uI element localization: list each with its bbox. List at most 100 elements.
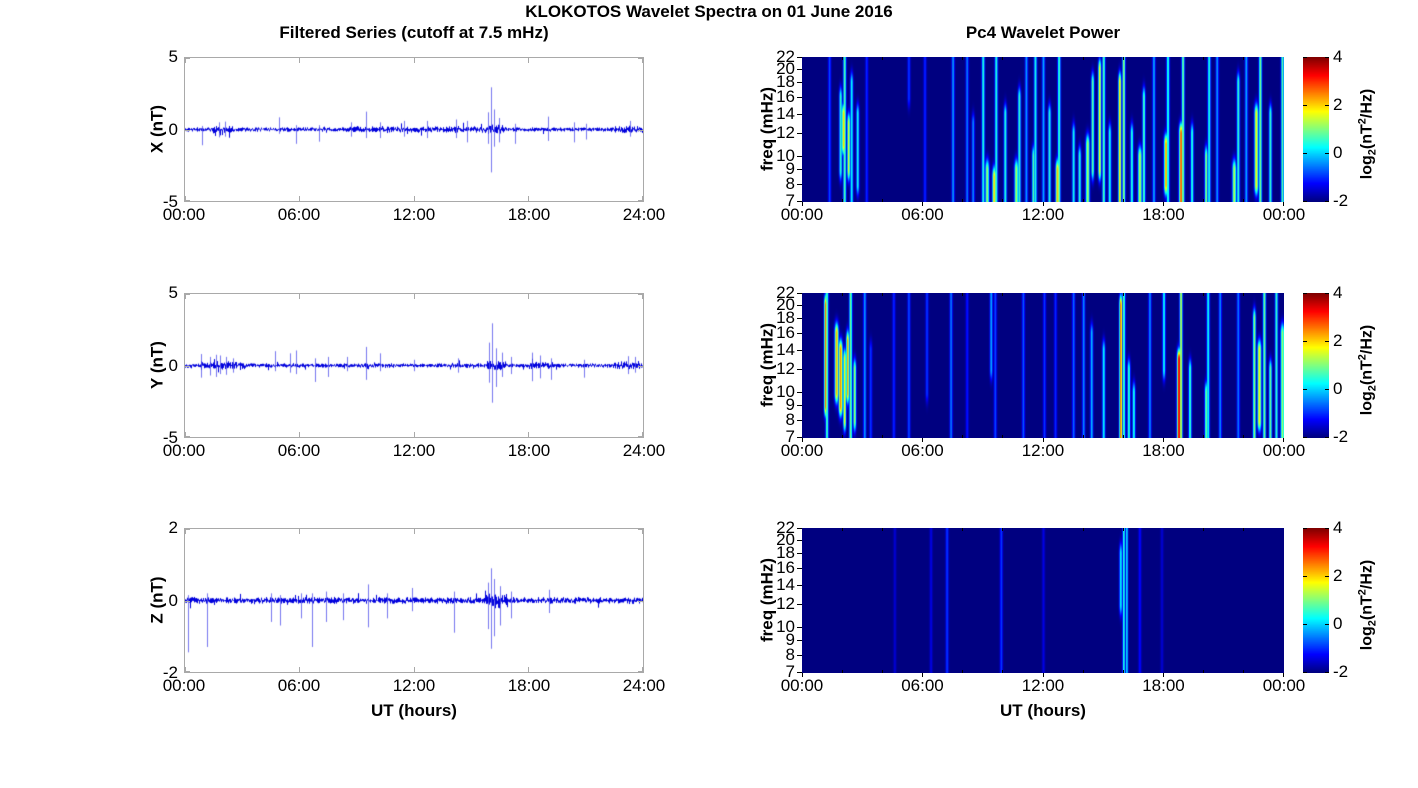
colorbar-tick-label: 0: [1333, 614, 1343, 633]
xtick-label: 06:00: [901, 205, 944, 224]
tick-mark: [797, 405, 802, 406]
tick-mark: [1203, 57, 1204, 60]
tick-mark: [882, 293, 883, 296]
tick-mark: [185, 294, 186, 299]
tick-mark: [1083, 199, 1084, 202]
ytick-label: 9: [785, 630, 795, 650]
tick-mark: [1283, 673, 1284, 677]
tick-mark: [802, 438, 803, 442]
xtick-label: 12:00: [1021, 205, 1065, 224]
tick-mark: [528, 667, 529, 672]
ytick-label: 14: [776, 339, 795, 359]
xtick-label: 12:00: [1021, 676, 1065, 695]
tick-mark: [1043, 673, 1044, 677]
ytick-label: 18: [776, 72, 795, 92]
xtick-label: 18:00: [507, 205, 551, 224]
tick-mark: [1243, 435, 1244, 438]
tick-mark: [185, 529, 186, 534]
tick-mark: [1163, 438, 1164, 442]
ytick-label: 10: [776, 617, 795, 637]
tick-mark: [1303, 201, 1307, 202]
x-filtered-canvas: [185, 58, 643, 201]
xtick-label: 18:00: [1142, 205, 1185, 224]
tick-mark: [797, 114, 802, 115]
tick-mark: [185, 671, 190, 672]
tick-mark: [797, 528, 802, 529]
ytick-label: 12: [776, 123, 795, 143]
tick-mark: [185, 529, 190, 530]
tick-mark: [638, 436, 643, 437]
ytick-label: -5: [162, 192, 178, 211]
colorbar-tick-label: -2: [1333, 191, 1349, 210]
tick-mark: [1325, 105, 1329, 106]
tick-mark: [299, 294, 300, 299]
ytick-label: 16: [776, 87, 795, 107]
xtick-label: 24:00: [622, 676, 666, 695]
tick-mark: [797, 82, 802, 83]
ytick-label: 9: [785, 159, 795, 179]
colorbar-tick-label: -2: [1333, 427, 1349, 446]
tick-mark: [797, 318, 802, 319]
tick-mark: [185, 366, 190, 367]
tick-mark: [797, 437, 802, 438]
tick-mark: [842, 57, 843, 60]
tick-mark: [882, 57, 883, 60]
tick-mark: [962, 670, 963, 673]
tick-mark: [797, 201, 802, 202]
ytick-label: 9: [785, 395, 795, 415]
tick-mark: [528, 529, 529, 534]
tick-mark: [797, 672, 802, 673]
tick-mark: [185, 601, 190, 602]
tick-mark: [638, 200, 643, 201]
tick-mark: [299, 432, 300, 437]
tick-mark: [797, 604, 802, 605]
tick-mark: [299, 196, 300, 201]
tick-mark: [797, 169, 802, 170]
tick-mark: [1303, 672, 1307, 673]
tick-mark: [882, 670, 883, 673]
ytick-label: 22: [776, 47, 795, 66]
ytick-label: 8: [785, 645, 795, 665]
tick-mark: [962, 528, 963, 531]
tick-mark: [1325, 341, 1329, 342]
ytick-label: -5: [162, 428, 178, 447]
xtick-label: 00:00: [780, 676, 824, 695]
tick-mark: [1163, 202, 1164, 206]
tick-mark: [797, 655, 802, 656]
tick-mark: [1203, 293, 1204, 296]
tick-mark: [1203, 528, 1204, 531]
tick-mark: [1303, 576, 1307, 577]
tick-mark: [1303, 153, 1307, 154]
tick-mark: [1325, 624, 1329, 625]
ytick-label: 16: [776, 323, 795, 343]
tick-mark: [638, 294, 643, 295]
tick-mark: [185, 667, 186, 672]
tick-mark: [797, 553, 802, 554]
tick-mark: [1303, 293, 1307, 294]
tick-mark: [185, 196, 186, 201]
tick-mark: [1203, 435, 1204, 438]
xtick-label: 18:00: [1142, 441, 1185, 460]
ytick-label: 20: [776, 529, 795, 549]
xtick-label: 24:00: [622, 441, 666, 460]
tick-mark: [1325, 57, 1329, 58]
tick-mark: [299, 58, 300, 63]
colorbar-z-canvas: [1303, 528, 1329, 673]
tick-mark: [638, 130, 643, 131]
tick-mark: [922, 438, 923, 442]
xtick-label: 18:00: [1142, 676, 1185, 695]
tick-mark: [1303, 341, 1307, 342]
tick-mark: [797, 333, 802, 334]
tick-mark: [1002, 57, 1003, 60]
ytick-label: 0: [168, 119, 178, 139]
tick-mark: [1083, 293, 1084, 296]
colorbar-z-label: log2(nT2/Hz): [1356, 559, 1379, 651]
tick-mark: [528, 58, 529, 63]
colorbar-tick-label: 2: [1333, 566, 1343, 585]
xtick-label: 12:00: [392, 441, 436, 460]
xtick-label: 18:00: [507, 676, 551, 695]
tick-mark: [922, 673, 923, 677]
tick-mark: [797, 640, 802, 641]
tick-mark: [1325, 576, 1329, 577]
